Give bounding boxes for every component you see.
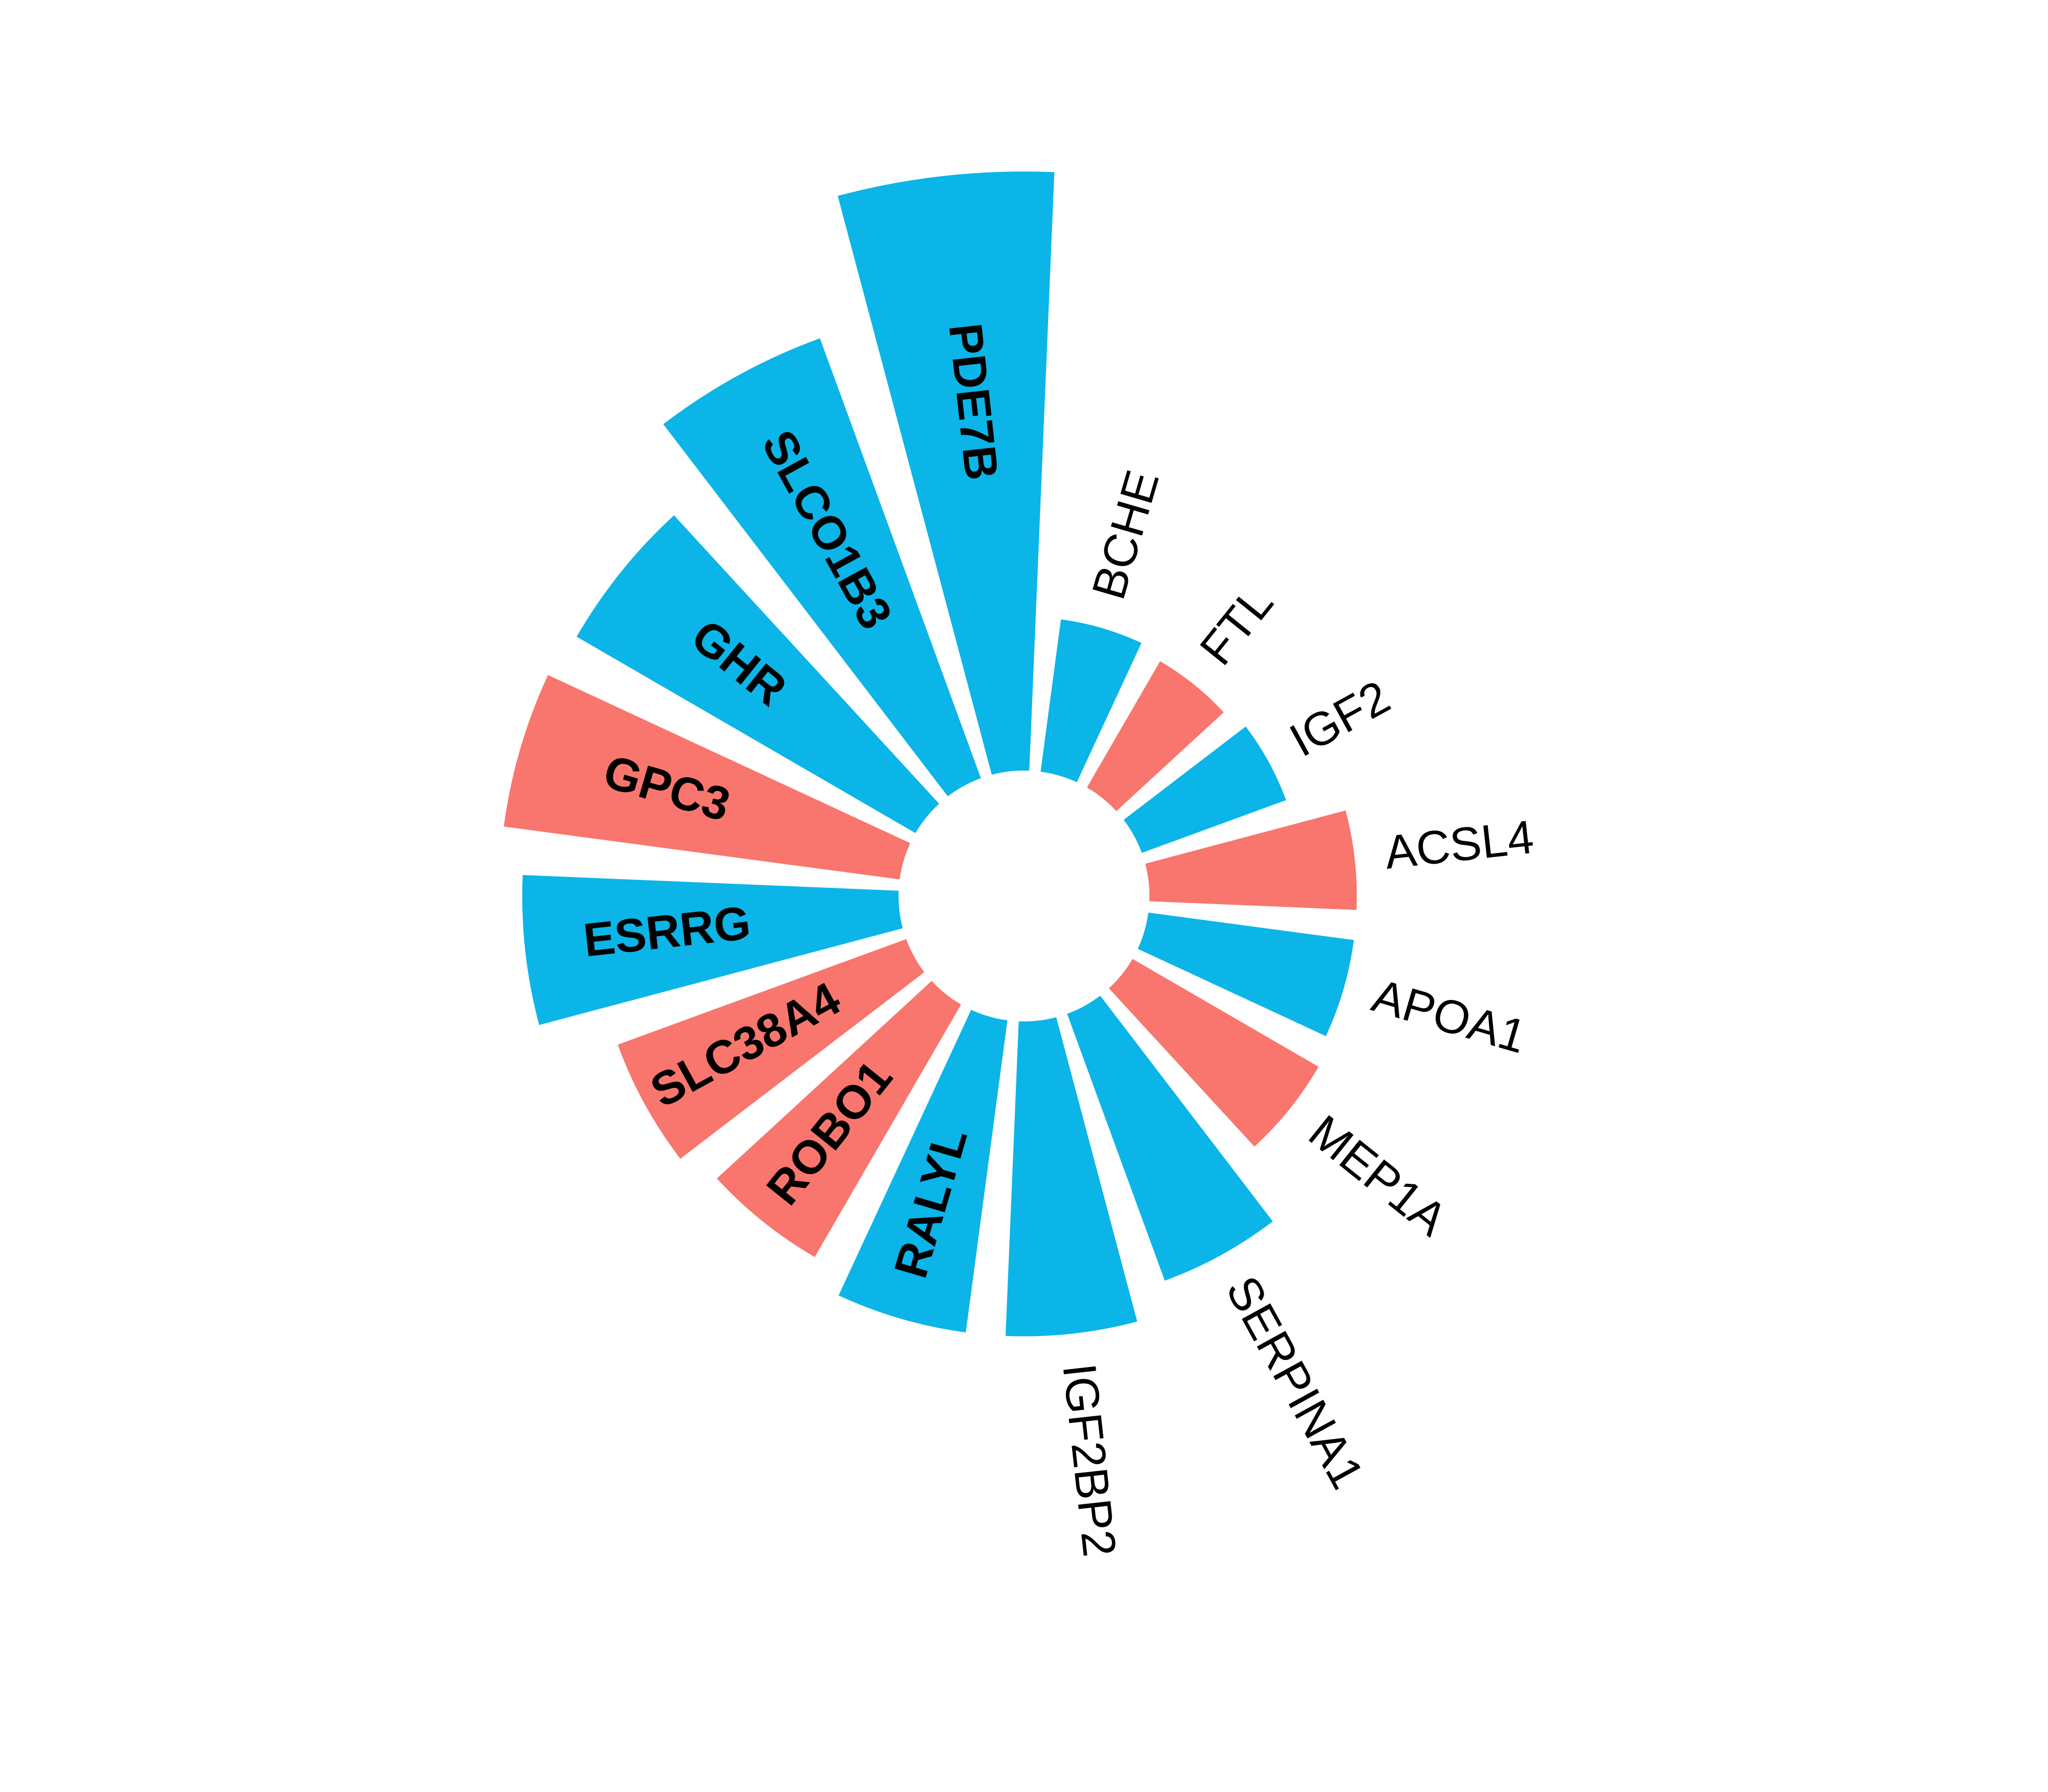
bar-ftl	[1086, 661, 1224, 812]
label-ftl: FTL	[1190, 577, 1283, 674]
label-serpina1: SERPINA1	[1216, 1268, 1374, 1497]
bar-slc38a4	[617, 939, 925, 1159]
label-igf2bp2: IGF2BP2	[1053, 1361, 1126, 1559]
bar-robo1	[717, 980, 962, 1257]
bar-serpina1	[1067, 995, 1273, 1281]
label-mep1a: MEP1A	[1299, 1105, 1457, 1246]
bar-mep1a	[1108, 958, 1319, 1147]
bar-igf2	[1123, 727, 1286, 853]
bar-slco1b3	[663, 338, 981, 797]
bar-ralyl	[838, 1010, 1008, 1333]
label-bche: BCHE	[1082, 465, 1169, 605]
bar-apoa1	[1138, 912, 1354, 1036]
label-igf2: IGF2	[1282, 671, 1398, 767]
bar-pde7b	[838, 171, 1055, 775]
bars-group	[504, 171, 1357, 1336]
label-acsl4: ACSL4	[1382, 811, 1537, 879]
label-apoa1: APOA1	[1367, 969, 1532, 1063]
bar-ghr	[577, 515, 940, 834]
bar-acsl4	[1145, 810, 1357, 910]
bar-igf2bp2	[1006, 1017, 1138, 1336]
bar-bche	[1040, 619, 1142, 782]
bar-esrrg	[522, 875, 903, 1025]
bar-gpc3	[504, 675, 910, 880]
